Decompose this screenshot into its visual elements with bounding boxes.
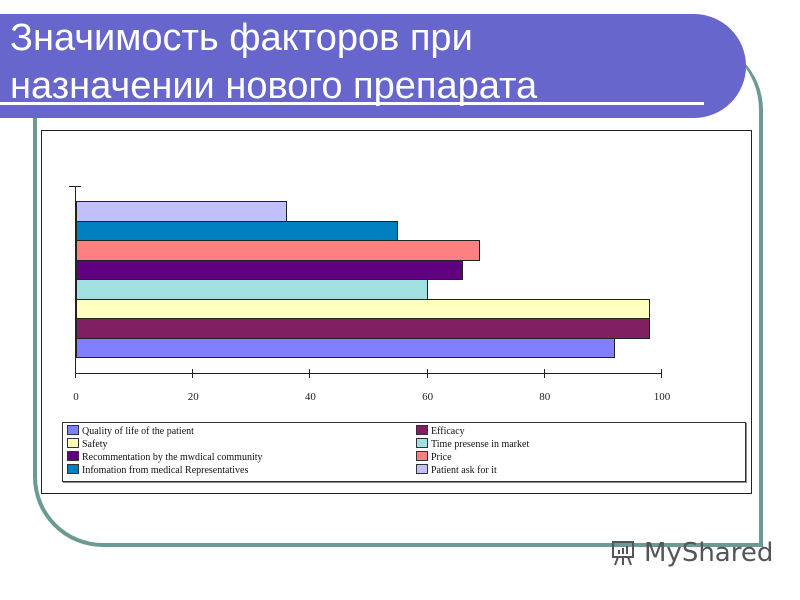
slide-title: Значимость факторов при назначении новог…: [10, 14, 537, 110]
legend-item: Recommentation by the mwdical community: [67, 451, 263, 464]
title-line-2: назначении нового препарата: [10, 65, 538, 107]
slide-frame: [33, 40, 763, 547]
x-axis: [75, 373, 662, 374]
y-axis-tick: [69, 186, 81, 187]
legend-swatch-icon: [416, 438, 428, 448]
y-axis: [75, 186, 76, 374]
legend-item: Efficacy: [416, 425, 465, 438]
legend-swatch-icon: [416, 425, 428, 435]
x-tick: [661, 369, 662, 378]
x-tick: [192, 369, 194, 378]
x-tick: [543, 369, 545, 378]
bar: [76, 201, 287, 222]
legend-label: Recommentation by the mwdical community: [82, 452, 263, 463]
bar: [76, 240, 481, 261]
legend-label: Safety: [82, 439, 108, 450]
bar: [76, 337, 616, 358]
x-tick: [309, 369, 311, 378]
x-tick-label: 60: [422, 391, 434, 403]
x-tick-label: 100: [653, 391, 671, 403]
title-line-1: Значимость факторов при: [10, 17, 473, 59]
bar: [76, 220, 399, 241]
legend-label: Price: [431, 452, 452, 463]
legend-swatch-icon: [416, 451, 428, 461]
watermark-text: MyShared: [644, 538, 774, 568]
legend-swatch-icon: [67, 438, 79, 448]
watermark: MyShared: [608, 538, 773, 568]
title-underline: [0, 102, 704, 105]
x-tick: [426, 369, 428, 378]
x-tick: [75, 369, 76, 378]
legend-swatch-icon: [67, 425, 79, 435]
legend-label: Patient ask for it: [431, 465, 497, 476]
x-tick-label: 0: [73, 391, 79, 403]
legend-label: Quality of life of the patient: [82, 426, 194, 437]
x-tick-label: 40: [304, 391, 316, 403]
legend-swatch-icon: [416, 464, 428, 474]
legend-item: Patient ask for it: [416, 464, 497, 477]
legend-label: Infomation from medical Representatives: [82, 465, 249, 476]
x-tick-label: 80: [539, 391, 551, 403]
bar: [76, 279, 428, 300]
legend-item: Safety: [67, 438, 108, 451]
legend-item: Infomation from medical Representatives: [67, 464, 248, 477]
presentation-board-icon: [612, 541, 634, 566]
legend-label: Efficacy: [431, 426, 465, 437]
legend-item: Time presense in market: [416, 438, 529, 451]
legend-label: Time presense in market: [431, 439, 530, 450]
bar: [76, 259, 463, 280]
title-banner: [0, 14, 746, 118]
legend-item: Quality of life of the patient: [67, 425, 194, 438]
legend-item: Price: [416, 451, 452, 464]
bar: [76, 298, 651, 319]
legend-swatch-icon: [67, 464, 79, 474]
x-tick-label: 20: [187, 391, 199, 403]
bar: [76, 318, 651, 339]
legend-swatch-icon: [67, 451, 79, 461]
chart-legend: Quality of life of the patient Efficacy Sa…: [62, 422, 746, 482]
